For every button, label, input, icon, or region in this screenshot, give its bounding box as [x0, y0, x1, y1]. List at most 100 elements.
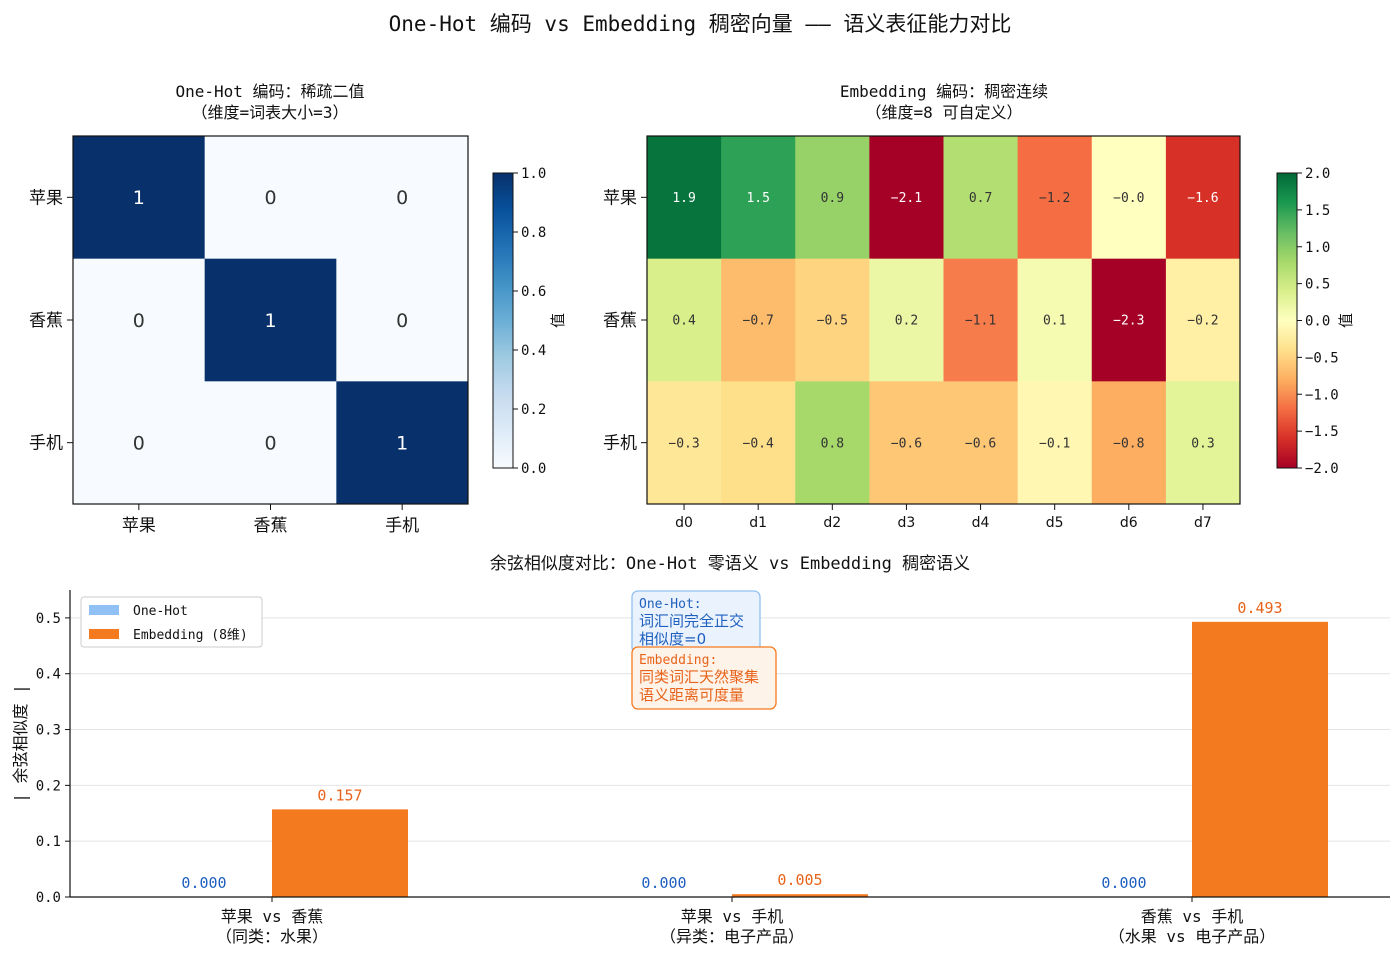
heatmap-cell-label: −0.3 — [668, 436, 699, 451]
colorbar-tick-label: 0.2 — [521, 402, 546, 418]
x-tick-label: （水果 vs 电子产品） — [1109, 927, 1276, 946]
y-tick-label: 0.5 — [36, 611, 61, 627]
heatmap-cell-label: 0 — [264, 187, 276, 209]
x-tick-label: 香蕉 — [254, 516, 288, 536]
legend-label: One-Hot — [133, 604, 188, 619]
x-tick-label: d5 — [1046, 515, 1064, 531]
heatmap-cell-label: 0 — [396, 187, 408, 209]
annotation-text: 同类词汇天然聚集 — [639, 668, 759, 686]
embedding-bar — [732, 894, 868, 897]
heatmap-cell-label: −0.5 — [817, 314, 848, 329]
bar-value-label: 0.000 — [1101, 874, 1146, 892]
heatmap-cell — [1091, 381, 1167, 505]
heatmap-cell — [1165, 381, 1241, 505]
heatmap-cell — [869, 136, 944, 260]
heatmap-cell-label: 0.9 — [821, 191, 844, 206]
heatmap-cell — [647, 381, 722, 505]
bar-value-label: 0.005 — [777, 871, 822, 889]
heatmap-cell — [721, 258, 796, 382]
heatmap-cell-label: 0.3 — [1191, 436, 1214, 451]
bar-chart-title: 余弦相似度对比：One-Hot 零语义 vs Embedding 稠密语义 — [490, 554, 970, 574]
onehot-title-line2: （维度=词表大小=3） — [192, 103, 349, 122]
y-tick-label: 0.3 — [36, 723, 61, 739]
heatmap-cell — [647, 136, 722, 260]
heatmap-cell-label: −0.6 — [965, 436, 996, 451]
legend-swatch — [89, 605, 119, 615]
embedding-bar — [1192, 621, 1328, 897]
heatmap-cell — [73, 258, 206, 382]
heatmap-cell-label: 0.8 — [821, 436, 844, 451]
x-tick-label: 香蕉 vs 手机 — [1141, 907, 1244, 926]
heatmap-cell — [869, 381, 944, 505]
heatmap-cell-label: −1.1 — [965, 314, 996, 329]
y-tick-label: 0.2 — [36, 778, 61, 794]
embedding-title-line2: （维度=8 可自定义） — [866, 103, 1023, 122]
heatmap-cell — [1165, 258, 1241, 382]
embedding-bar — [272, 809, 408, 897]
bar-value-label: 0.493 — [1237, 599, 1282, 617]
colorbar-label: 值 — [1337, 313, 1355, 328]
colorbar-tick-label: −1.5 — [1305, 424, 1339, 440]
heatmap-cell — [1165, 136, 1241, 260]
annotation-text: 相似度=0 — [639, 630, 706, 648]
heatmap-cell — [943, 381, 1019, 505]
heatmap-cell-label: 0.7 — [969, 191, 992, 206]
y-tick-label: 苹果 — [29, 188, 63, 208]
x-tick-label: d4 — [972, 515, 990, 531]
heatmap-cell — [647, 258, 722, 382]
colorbar-tick-label: 0.5 — [1305, 277, 1330, 293]
heatmap-cell-label: −2.1 — [891, 191, 922, 206]
heatmap-cell — [795, 258, 870, 382]
colorbar-tick-label: 0.8 — [521, 225, 546, 241]
heatmap-cell-label: 1 — [396, 433, 408, 455]
heatmap-cell-label: 0 — [133, 310, 145, 332]
legend-swatch — [89, 629, 119, 639]
heatmap-cell — [336, 381, 469, 505]
onehot-heatmap-panel: One-Hot 编码：稀疏二值 （维度=词表大小=3） 1 0 0 0 1 0 0 0 1 苹果… — [29, 82, 567, 536]
heatmap-cell-label: −0.1 — [1039, 436, 1070, 451]
heatmap-cell — [336, 136, 469, 260]
heatmap-cell-label: 0 — [264, 433, 276, 455]
heatmap-cell — [869, 258, 944, 382]
heatmap-cell — [204, 136, 337, 260]
y-tick-label: 0.0 — [36, 890, 61, 906]
heatmap-cell — [721, 381, 796, 505]
heatmap-cell — [73, 136, 206, 260]
y-tick-label: 0.4 — [36, 667, 61, 683]
heatmap-cell-label: −2.3 — [1113, 314, 1144, 329]
annotation-box — [631, 646, 777, 710]
heatmap-cell — [795, 136, 870, 260]
heatmap-cell — [336, 258, 469, 382]
heatmap-cell-label: 1 — [264, 310, 276, 332]
heatmap-cell-label: 0 — [396, 310, 408, 332]
heatmap-cell-label: −0.7 — [743, 314, 774, 329]
heatmap-cell — [1017, 381, 1093, 505]
x-tick-label: d3 — [898, 515, 916, 531]
bar-value-label: 0.000 — [181, 874, 226, 892]
heatmap-cell — [943, 136, 1019, 260]
heatmap-cell — [73, 381, 206, 505]
colorbar-tick-label: 1.0 — [521, 166, 546, 182]
heatmap-cell-label: −0.0 — [1113, 191, 1144, 206]
embedding-heatmap-panel: Embedding 编码：稠密连续 （维度=8 可自定义） 1.9 1.5 0.9 −… — [603, 82, 1355, 531]
heatmap-cell — [943, 258, 1019, 382]
colorbar-tick-label: 0.0 — [1305, 314, 1330, 330]
heatmap-cell-label: 0.1 — [1043, 314, 1066, 329]
annotation-text: Embedding: — [639, 653, 717, 668]
x-tick-label: 苹果 vs 香蕉 — [221, 907, 324, 926]
colorbar — [492, 172, 514, 469]
y-tick-label: 苹果 — [603, 188, 637, 208]
colorbar-tick-label: 1.0 — [1305, 240, 1330, 256]
heatmap-cell-label: 1.5 — [746, 191, 769, 206]
y-tick-label: 香蕉 — [603, 311, 637, 331]
y-tick-label: 0.1 — [36, 834, 61, 850]
heatmap-cell-label: 0.2 — [895, 314, 918, 329]
heatmap-cell-label: −1.6 — [1187, 191, 1218, 206]
similarity-bar-panel: 余弦相似度对比：One-Hot 零语义 vs Embedding 稠密语义 0.… — [11, 554, 1390, 946]
heatmap-cell-label: −0.2 — [1187, 314, 1218, 329]
colorbar-tick-label: −1.0 — [1305, 387, 1339, 403]
heatmap-cell-label: −0.8 — [1113, 436, 1144, 451]
annotation-text: One-Hot: — [639, 597, 702, 612]
heatmap-cell-label: 1.9 — [672, 191, 695, 206]
